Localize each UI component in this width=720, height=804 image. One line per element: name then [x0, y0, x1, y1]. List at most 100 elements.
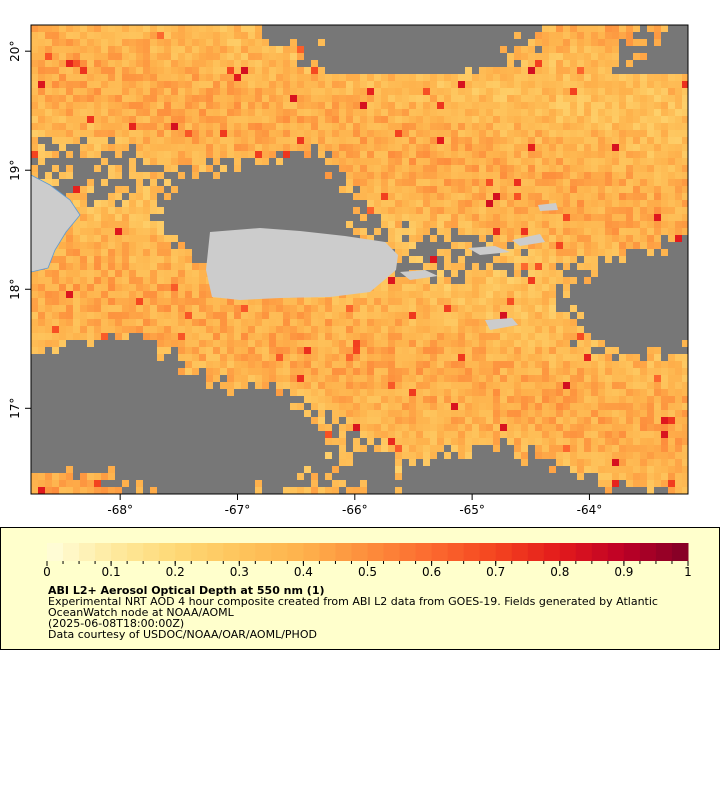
aod-cell	[500, 88, 507, 95]
aod-cell	[549, 410, 556, 417]
aod-cell	[143, 102, 150, 109]
aod-cell	[514, 221, 521, 228]
aod-cell	[374, 228, 381, 235]
aod-cell	[675, 158, 682, 165]
aod-cell	[507, 109, 514, 116]
aod-cell	[199, 263, 206, 270]
aod-cell	[514, 452, 521, 459]
aod-cell	[374, 102, 381, 109]
aod-cell	[227, 39, 234, 46]
aod-cell	[451, 88, 458, 95]
aod-cell	[129, 256, 136, 263]
aod-cell	[241, 340, 248, 347]
aod-cell	[528, 172, 535, 179]
aod-cell	[395, 396, 402, 403]
aod-cell	[570, 53, 577, 60]
aod-cell	[591, 53, 598, 60]
aod-cell	[332, 312, 339, 319]
aod-cell	[122, 263, 129, 270]
aod-cell	[416, 207, 423, 214]
aod-cell	[164, 74, 171, 81]
aod-cell	[255, 319, 262, 326]
aod-cell	[661, 172, 668, 179]
aod-cell	[45, 298, 52, 305]
aod-cell	[451, 354, 458, 361]
aod-cell	[584, 403, 591, 410]
aod-cell	[563, 235, 570, 242]
aod-cell	[479, 144, 486, 151]
aod-cell	[549, 116, 556, 123]
aod-cell	[507, 417, 514, 424]
aod-cell	[500, 291, 507, 298]
aod-cell	[31, 88, 38, 95]
aod-cell	[542, 417, 549, 424]
aod-cell	[157, 144, 164, 151]
colorbar-swatch	[655, 543, 673, 561]
aod-cell	[339, 326, 346, 333]
aod-cell	[164, 179, 171, 186]
aod-cell	[549, 466, 556, 473]
aod-cell	[227, 53, 234, 60]
aod-cell	[185, 361, 192, 368]
aod-cell	[311, 95, 318, 102]
aod-cell	[122, 137, 129, 144]
aod-cell	[122, 319, 129, 326]
aod-cell	[535, 151, 542, 158]
aod-cell	[122, 235, 129, 242]
aod-cell	[262, 158, 269, 165]
aod-cell	[626, 60, 633, 67]
aod-cell	[346, 137, 353, 144]
aod-cell	[528, 417, 535, 424]
aod-cell	[528, 39, 535, 46]
aod-cell	[549, 312, 556, 319]
aod-cell	[122, 46, 129, 53]
aod-cell	[486, 431, 493, 438]
aod-cell	[171, 144, 178, 151]
aod-cell	[206, 354, 213, 361]
aod-cell	[682, 473, 688, 480]
aod-cell	[199, 39, 206, 46]
aod-cell	[619, 256, 626, 263]
aod-cell	[549, 109, 556, 116]
aod-cell	[654, 193, 661, 200]
aod-cell	[199, 137, 206, 144]
aod-cell	[605, 249, 612, 256]
aod-cell	[612, 39, 619, 46]
aod-cell	[192, 172, 199, 179]
aod-cell	[661, 130, 668, 137]
aod-cell	[619, 32, 626, 39]
aod-cell	[402, 333, 409, 340]
aod-cell	[472, 410, 479, 417]
aod-cell	[150, 235, 157, 242]
aod-cell	[283, 130, 290, 137]
aod-cell	[598, 109, 605, 116]
aod-cell	[486, 312, 493, 319]
aod-cell	[157, 298, 164, 305]
aod-cell	[311, 361, 318, 368]
aod-cell	[542, 109, 549, 116]
aod-cell	[605, 354, 612, 361]
aod-cell	[213, 137, 220, 144]
aod-cell	[612, 116, 619, 123]
x-tick-label: -66°	[342, 503, 368, 517]
aod-cell	[367, 319, 374, 326]
aod-cell	[374, 319, 381, 326]
aod-cell	[619, 403, 626, 410]
aod-cell	[388, 305, 395, 312]
aod-cell	[626, 235, 633, 242]
aod-cell	[94, 256, 101, 263]
aod-cell	[248, 88, 255, 95]
aod-cell	[507, 151, 514, 158]
aod-cell	[374, 312, 381, 319]
aod-cell	[591, 263, 598, 270]
aod-cell	[325, 473, 332, 480]
aod-cell	[584, 375, 591, 382]
aod-cell	[101, 319, 108, 326]
aod-cell	[605, 109, 612, 116]
aod-cell	[437, 403, 444, 410]
aod-cell	[563, 179, 570, 186]
aod-cell	[416, 305, 423, 312]
aod-cell	[472, 74, 479, 81]
aod-cell	[521, 375, 528, 382]
aod-cell	[297, 340, 304, 347]
